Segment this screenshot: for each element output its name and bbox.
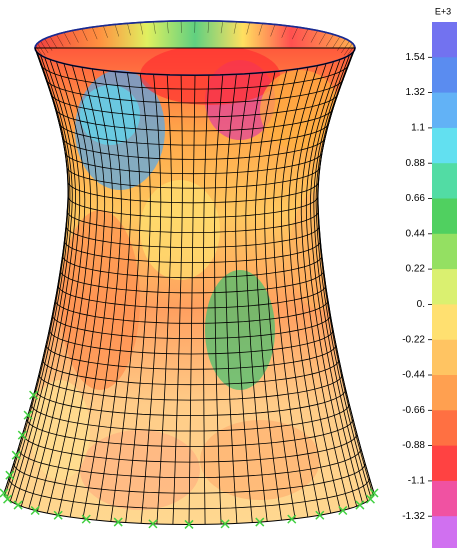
tower-model	[0, 21, 378, 529]
legend-label: 0.	[417, 299, 425, 310]
legend-swatch	[432, 128, 457, 164]
legend-label: 1.32	[406, 87, 426, 98]
legend-exponent: E+3	[435, 6, 451, 16]
legend-swatch	[432, 93, 457, 129]
stress-patch	[140, 180, 220, 280]
legend-label: 1.54	[406, 52, 426, 63]
legend-swatch	[432, 234, 457, 270]
stress-patch	[60, 210, 140, 390]
legend-swatch	[432, 481, 457, 517]
legend-swatch	[432, 516, 457, 548]
legend-label: -1.32	[402, 511, 425, 522]
legend-label: 0.88	[406, 158, 426, 169]
legend-swatch	[432, 22, 457, 58]
legend-swatch	[432, 375, 457, 411]
page: E+3 1.54 1.32 1.1 0.88 0.66 0.44 0.22 0. -0.22 -0…	[0, 0, 457, 548]
screenshot: E+3 1.54 1.32 1.1 0.88 0.66 0.44 0.22 0. -0.22 -0…	[0, 0, 457, 548]
legend-label: 1.1	[411, 123, 425, 134]
legend-label: 0.66	[406, 193, 426, 204]
legend-swatch	[432, 340, 457, 376]
legend-label: -0.66	[402, 405, 425, 416]
legend-swatch	[432, 446, 457, 482]
legend-label: -0.44	[402, 370, 425, 381]
legend-swatch	[432, 199, 457, 235]
legend-label: 0.44	[406, 228, 426, 239]
legend-swatch	[432, 269, 457, 305]
legend-label: 0.22	[406, 264, 426, 275]
legend-label: -0.22	[402, 334, 425, 345]
legend-swatch	[432, 304, 457, 340]
legend-swatch	[432, 57, 457, 93]
legend-label: -0.88	[402, 440, 425, 451]
color-legend: E+3 1.54 1.32 1.1 0.88 0.66 0.44 0.22 0. -0.22 -0…	[402, 6, 457, 548]
legend-label: -1.1	[408, 476, 426, 487]
legend-swatch	[432, 163, 457, 199]
legend-swatch	[432, 410, 457, 446]
